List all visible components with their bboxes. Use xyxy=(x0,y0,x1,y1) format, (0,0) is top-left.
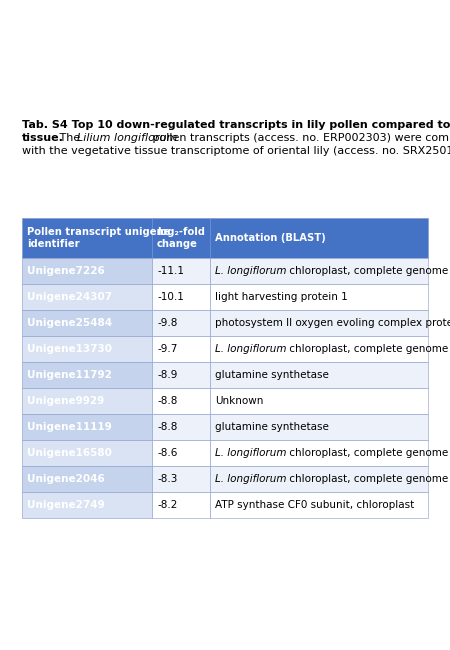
Bar xyxy=(152,388,210,414)
Text: -9.8: -9.8 xyxy=(157,318,177,328)
Bar xyxy=(152,466,210,492)
Text: ATP synthase CF0 subunit, chloroplast: ATP synthase CF0 subunit, chloroplast xyxy=(215,500,414,510)
Bar xyxy=(210,388,428,414)
Text: -8.6: -8.6 xyxy=(157,448,177,458)
Bar xyxy=(210,310,428,336)
Bar xyxy=(22,362,152,388)
Text: -9.7: -9.7 xyxy=(157,344,177,354)
Text: -8.8: -8.8 xyxy=(157,396,177,406)
Bar xyxy=(22,414,152,440)
Text: glutamine synthetase: glutamine synthetase xyxy=(215,370,329,380)
Bar xyxy=(22,492,152,518)
Bar xyxy=(22,336,152,362)
Bar xyxy=(210,466,428,492)
Text: L. longiflorum: L. longiflorum xyxy=(215,474,287,484)
Bar xyxy=(22,258,152,284)
Text: L. longiflorum: L. longiflorum xyxy=(215,266,287,276)
Text: Unigene7226: Unigene7226 xyxy=(27,266,105,276)
Text: light harvesting protein 1: light harvesting protein 1 xyxy=(215,292,348,302)
Text: The: The xyxy=(56,133,84,143)
Text: -10.1: -10.1 xyxy=(157,292,184,302)
Text: Unigene13730: Unigene13730 xyxy=(27,344,112,354)
Bar xyxy=(152,440,210,466)
Bar xyxy=(210,414,428,440)
Bar xyxy=(22,440,152,466)
Bar xyxy=(210,492,428,518)
Bar xyxy=(22,388,152,414)
Bar xyxy=(152,310,210,336)
Text: Lilium longiflorum: Lilium longiflorum xyxy=(77,133,178,143)
Text: chloroplast, complete genome: chloroplast, complete genome xyxy=(287,448,449,458)
Bar xyxy=(152,258,210,284)
Text: log₂-fold
change: log₂-fold change xyxy=(157,227,205,249)
Text: -8.8: -8.8 xyxy=(157,422,177,432)
Text: with the vegetative tissue transcriptome of oriental lily (access. no. SRX250152: with the vegetative tissue transcriptome… xyxy=(22,146,450,156)
Bar xyxy=(210,440,428,466)
Text: chloroplast, complete genome: chloroplast, complete genome xyxy=(287,266,449,276)
Text: -8.9: -8.9 xyxy=(157,370,177,380)
Text: Tab. S4 Top 10 down-regulated transcripts in lily pollen compared to vegetative: Tab. S4 Top 10 down-regulated transcript… xyxy=(22,120,450,130)
Text: Unigene11119: Unigene11119 xyxy=(27,422,112,432)
Bar xyxy=(152,492,210,518)
Bar xyxy=(152,284,210,310)
Text: Unigene11792: Unigene11792 xyxy=(27,370,112,380)
Bar xyxy=(22,466,152,492)
Bar xyxy=(210,336,428,362)
Text: -8.3: -8.3 xyxy=(157,474,177,484)
Text: -11.1: -11.1 xyxy=(157,266,184,276)
Text: -8.2: -8.2 xyxy=(157,500,177,510)
Text: Unigene2046: Unigene2046 xyxy=(27,474,105,484)
Text: chloroplast, complete genome: chloroplast, complete genome xyxy=(287,344,449,354)
Text: glutamine synthetase: glutamine synthetase xyxy=(215,422,329,432)
Text: pollen transcripts (access. no. ERP002303) were compared: pollen transcripts (access. no. ERP00230… xyxy=(149,133,450,143)
Bar xyxy=(152,362,210,388)
Text: Unigene16580: Unigene16580 xyxy=(27,448,112,458)
Text: Unigene25484: Unigene25484 xyxy=(27,318,112,328)
Text: Unigene24307: Unigene24307 xyxy=(27,292,112,302)
Bar xyxy=(22,284,152,310)
Text: Unknown: Unknown xyxy=(215,396,263,406)
Text: L. longiflorum: L. longiflorum xyxy=(215,344,287,354)
Text: Unigene9929: Unigene9929 xyxy=(27,396,104,406)
Bar xyxy=(22,218,428,258)
Text: Unigene2749: Unigene2749 xyxy=(27,500,105,510)
Bar xyxy=(210,258,428,284)
Text: Pollen transcript unigene
identifier: Pollen transcript unigene identifier xyxy=(27,227,171,249)
Text: chloroplast, complete genome: chloroplast, complete genome xyxy=(287,474,449,484)
Bar xyxy=(210,362,428,388)
Bar xyxy=(152,414,210,440)
Text: L. longiflorum: L. longiflorum xyxy=(215,448,287,458)
Text: Annotation (BLAST): Annotation (BLAST) xyxy=(215,233,326,243)
Text: photosystem II oxygen evoling complex protein 1: photosystem II oxygen evoling complex pr… xyxy=(215,318,450,328)
Bar xyxy=(22,310,152,336)
Bar xyxy=(152,336,210,362)
Text: tissue.: tissue. xyxy=(22,133,64,143)
Bar xyxy=(210,284,428,310)
